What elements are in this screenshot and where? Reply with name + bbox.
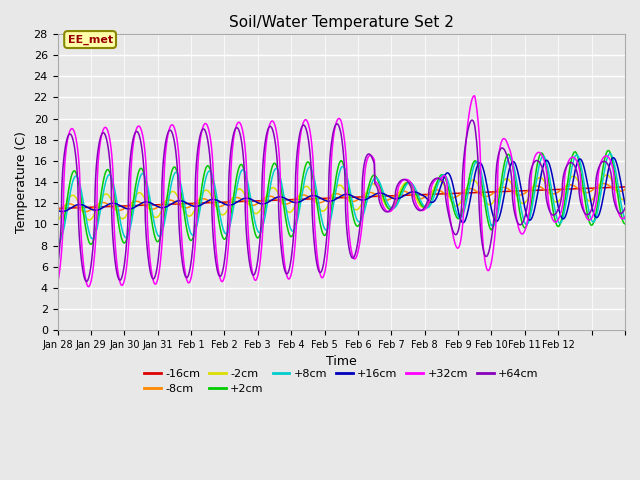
+64cm bbox=[83, 278, 90, 284]
+2cm bbox=[621, 221, 629, 227]
Line: -8cm: -8cm bbox=[58, 183, 625, 212]
-8cm bbox=[82, 209, 90, 215]
Line: +64cm: +64cm bbox=[58, 120, 625, 281]
+32cm bbox=[377, 195, 385, 201]
+16cm bbox=[98, 205, 106, 211]
-16cm bbox=[621, 184, 629, 190]
+8cm bbox=[606, 151, 614, 156]
+8cm bbox=[98, 199, 106, 204]
-16cm bbox=[121, 203, 129, 209]
-2cm bbox=[121, 215, 129, 221]
-2cm bbox=[306, 186, 314, 192]
-2cm bbox=[316, 207, 324, 213]
+8cm bbox=[295, 211, 303, 217]
-8cm bbox=[307, 195, 314, 201]
-16cm bbox=[316, 196, 324, 202]
+8cm bbox=[121, 234, 129, 240]
Title: Soil/Water Temperature Set 2: Soil/Water Temperature Set 2 bbox=[229, 15, 454, 30]
+32cm bbox=[84, 284, 92, 289]
+2cm bbox=[306, 162, 314, 168]
+64cm bbox=[377, 203, 385, 208]
-16cm bbox=[54, 205, 61, 211]
-16cm bbox=[98, 204, 106, 210]
+2cm bbox=[54, 243, 61, 249]
-8cm bbox=[600, 180, 607, 186]
+32cm bbox=[621, 214, 629, 220]
+64cm bbox=[98, 131, 106, 137]
-2cm bbox=[621, 196, 629, 202]
+2cm bbox=[294, 205, 302, 211]
+16cm bbox=[54, 207, 61, 213]
-2cm bbox=[376, 191, 384, 197]
+16cm bbox=[121, 205, 129, 211]
-2cm bbox=[98, 195, 106, 201]
+16cm bbox=[621, 202, 629, 207]
+32cm bbox=[54, 280, 61, 286]
+2cm bbox=[98, 189, 106, 195]
+32cm bbox=[121, 275, 129, 281]
+64cm bbox=[621, 205, 629, 211]
-2cm bbox=[294, 195, 302, 201]
-8cm bbox=[377, 195, 385, 201]
+2cm bbox=[376, 185, 384, 191]
-8cm bbox=[121, 205, 129, 211]
+32cm bbox=[307, 131, 314, 137]
+2cm bbox=[605, 148, 612, 154]
-8cm bbox=[317, 200, 324, 205]
+64cm bbox=[295, 137, 303, 143]
Text: EE_met: EE_met bbox=[68, 35, 113, 45]
+8cm bbox=[621, 216, 629, 222]
-8cm bbox=[54, 208, 61, 214]
+16cm bbox=[316, 195, 324, 201]
X-axis label: Time: Time bbox=[326, 355, 356, 369]
Line: +2cm: +2cm bbox=[58, 151, 625, 246]
Line: -16cm: -16cm bbox=[58, 187, 625, 208]
+16cm bbox=[609, 155, 617, 161]
-2cm bbox=[603, 172, 611, 178]
+16cm bbox=[459, 220, 467, 226]
+8cm bbox=[55, 237, 63, 243]
+32cm bbox=[317, 273, 324, 278]
-2cm bbox=[54, 218, 61, 224]
Line: -2cm: -2cm bbox=[58, 175, 625, 221]
Line: +8cm: +8cm bbox=[58, 154, 625, 240]
+64cm bbox=[307, 155, 314, 160]
+8cm bbox=[377, 182, 385, 188]
+8cm bbox=[317, 211, 324, 217]
-16cm bbox=[294, 196, 302, 202]
+64cm bbox=[121, 257, 129, 263]
+16cm bbox=[306, 193, 314, 199]
+8cm bbox=[54, 236, 61, 241]
-8cm bbox=[621, 187, 629, 192]
Y-axis label: Temperature (C): Temperature (C) bbox=[15, 131, 28, 233]
-8cm bbox=[295, 193, 303, 199]
-16cm bbox=[306, 196, 314, 202]
+2cm bbox=[316, 221, 324, 227]
+32cm bbox=[470, 93, 478, 99]
+32cm bbox=[98, 132, 106, 137]
+16cm bbox=[294, 199, 302, 205]
+64cm bbox=[54, 264, 61, 270]
+8cm bbox=[307, 165, 314, 170]
Line: +16cm: +16cm bbox=[58, 158, 625, 223]
-16cm bbox=[376, 193, 384, 199]
+64cm bbox=[468, 117, 476, 123]
+64cm bbox=[317, 270, 324, 276]
+16cm bbox=[376, 190, 384, 196]
-8cm bbox=[98, 200, 106, 205]
Line: +32cm: +32cm bbox=[58, 96, 625, 287]
Legend: -16cm, -8cm, -2cm, +2cm, +8cm, +16cm, +32cm, +64cm: -16cm, -8cm, -2cm, +2cm, +8cm, +16cm, +3… bbox=[140, 364, 543, 399]
+2cm bbox=[121, 240, 129, 246]
+32cm bbox=[295, 149, 303, 155]
